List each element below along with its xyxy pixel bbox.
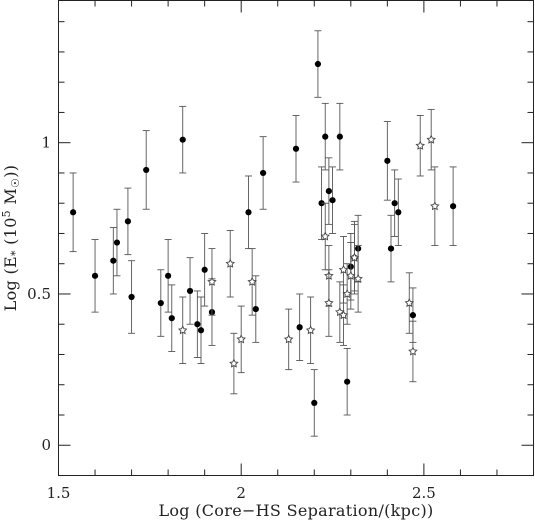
y-label-middle: (10 [1,217,20,250]
dot-point [70,209,77,216]
dot-point [329,197,336,204]
star-point [342,288,352,299]
y-label-sub2: ☉ [9,178,22,188]
dot-point [409,312,417,319]
star-point [229,358,239,368]
dot-point [450,203,457,210]
star-point [415,140,425,150]
dot-point [197,327,205,334]
dot-point [157,299,164,307]
star-point [404,298,415,308]
dot-point [201,266,208,273]
y-label-suffix: M [1,188,20,210]
dot-point [168,315,175,322]
star-point [346,270,356,280]
dot-point [128,293,135,301]
dot-point [179,136,186,143]
star-point [320,231,330,241]
star-point [324,298,334,308]
x-tick-label: 2 [236,484,246,502]
dot-point [124,218,132,225]
dot-point [91,272,99,279]
y-tick-label: 1 [41,134,51,152]
dot-point [186,287,194,295]
star-point [247,276,257,286]
plot-frame [58,0,534,476]
dot-point [387,245,395,252]
dot-point [143,166,150,174]
dot-point [296,324,303,331]
y-label-prefix: Log (E [1,256,20,311]
dot-point [252,305,259,313]
dot-point [344,378,351,385]
dot-point [336,133,343,140]
star-point [353,273,363,283]
y-label-end: )) [1,165,20,178]
star-point [305,325,316,335]
star-point [426,134,436,144]
dot-point [260,169,267,177]
dot-point [322,133,329,140]
star-point [408,346,418,356]
y-label-sup: 5 [0,210,13,217]
star-point [177,325,188,335]
dot-point [113,239,121,246]
dot-point [110,257,117,264]
star-point [338,310,349,320]
dot-point [311,399,318,406]
star-point [225,258,235,268]
dot-point [391,200,398,207]
dot-point [314,60,322,68]
axis-ticks [58,0,534,476]
dot-point [165,272,172,279]
x-axis-label: Log (Core−HS Separation/(kpc)) [158,501,433,520]
y-tick-label: 0 [41,436,51,454]
dot-point [325,188,332,195]
chart-marks [69,30,457,437]
dot-point [194,321,201,328]
y-tick-label: 0.5 [27,285,51,303]
x-tick-label: 1.5 [47,484,71,502]
y-label-sub: * [9,250,22,256]
x-tick-label: 2.5 [412,484,436,502]
dot-point [384,157,391,164]
star-point [236,334,246,344]
dot-point [245,209,252,216]
dot-point [395,209,402,216]
star-point [349,252,360,262]
tick-labels: 1.5 2 2.5 0 0.5 1 [27,134,436,502]
y-axis-label: Log (E* (105 M☉)) [0,165,22,312]
star-point [283,334,294,344]
star-point [430,201,440,211]
star-point [207,276,217,286]
dot-point [292,145,300,152]
star-point [338,264,349,274]
dot-point [318,200,325,207]
